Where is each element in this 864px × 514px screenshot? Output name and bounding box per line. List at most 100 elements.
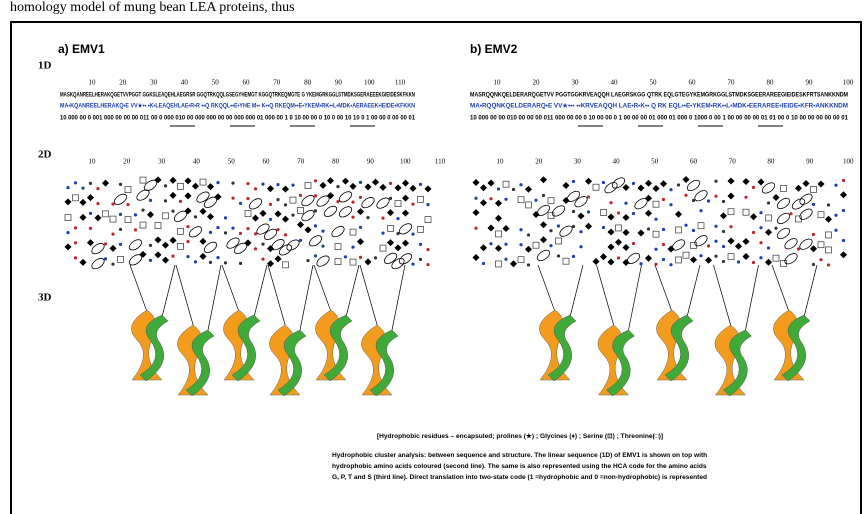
residue <box>654 248 657 251</box>
square <box>533 242 539 248</box>
ruler-tick: 50 <box>212 79 220 87</box>
diamond <box>480 244 487 251</box>
square <box>118 256 124 262</box>
header-text: homology model of mung bean LEA proteins… <box>10 0 295 15</box>
diamond <box>244 239 251 246</box>
square <box>125 217 131 223</box>
hca-tick: 50 <box>651 158 659 166</box>
diamond <box>622 214 629 221</box>
cluster <box>558 224 574 239</box>
cluster <box>300 208 316 223</box>
square <box>425 217 431 223</box>
diamond <box>192 183 199 190</box>
residue <box>224 216 227 219</box>
residue <box>519 183 522 186</box>
residue <box>707 199 710 202</box>
square <box>178 228 184 234</box>
diamond <box>577 212 584 219</box>
residue <box>707 244 710 247</box>
residue <box>381 232 384 235</box>
diamond <box>379 184 386 191</box>
diamond <box>357 208 364 215</box>
residue <box>209 231 212 234</box>
diamond <box>267 245 274 252</box>
residue <box>549 229 552 232</box>
hca-tick: 100 <box>400 158 411 166</box>
residue <box>774 227 777 230</box>
caption-line: hydrophobic amino acids coloured (second… <box>332 463 707 470</box>
square <box>676 257 682 263</box>
residue <box>336 185 339 188</box>
diamond <box>87 194 94 201</box>
diamond <box>139 251 146 258</box>
diamond <box>327 177 334 184</box>
diamond <box>472 254 479 261</box>
residue <box>759 211 762 214</box>
residue <box>662 243 665 246</box>
square <box>350 229 356 235</box>
diamond <box>319 182 326 189</box>
ruler-tick: 90 <box>806 79 814 87</box>
square <box>826 232 832 238</box>
diamond <box>79 199 86 206</box>
cluster <box>693 188 709 203</box>
diamond <box>585 223 592 230</box>
residue <box>111 233 114 236</box>
residue <box>639 262 642 265</box>
cluster <box>550 204 566 219</box>
ruler-tick: 50 <box>650 79 658 87</box>
diamond <box>199 208 206 215</box>
diamond <box>750 213 757 220</box>
hca-tick: 60 <box>690 158 698 166</box>
panel-label: a) EMV1 <box>58 42 105 56</box>
residue <box>827 203 830 206</box>
residue <box>714 240 717 243</box>
diamond <box>645 195 652 202</box>
connector <box>597 265 617 335</box>
residue <box>344 255 347 258</box>
residue <box>519 228 522 231</box>
hca-tick: 80 <box>332 158 340 166</box>
residue <box>549 244 552 247</box>
residue <box>587 195 590 198</box>
residue <box>66 231 69 234</box>
square <box>653 201 659 207</box>
diamond <box>562 197 569 204</box>
ruler-tick: 30 <box>150 79 158 87</box>
ruler-tick: 20 <box>533 79 541 87</box>
diamond <box>592 258 599 265</box>
residue <box>752 231 755 234</box>
diamond <box>184 207 191 214</box>
residue <box>179 200 182 203</box>
residue <box>842 209 845 212</box>
cluster <box>315 254 331 269</box>
residue <box>474 197 477 200</box>
ruler-tick: 110 <box>395 79 406 87</box>
diamond <box>364 183 371 190</box>
hca-tick: 30 <box>574 158 582 166</box>
diamond <box>402 210 409 217</box>
square <box>766 215 772 221</box>
residue <box>74 256 77 259</box>
diamond <box>525 246 532 253</box>
cluster <box>337 190 353 205</box>
hca-tick: 70 <box>297 158 305 166</box>
diamond <box>169 237 176 244</box>
square <box>140 222 146 228</box>
residue <box>842 239 845 242</box>
residue <box>572 210 575 213</box>
diamond <box>387 209 394 216</box>
residue <box>231 182 234 185</box>
diamond <box>757 178 764 185</box>
ruler-tick: 100 <box>843 79 854 87</box>
cluster <box>247 197 263 212</box>
ruler-tick: 10 <box>89 79 97 87</box>
residue <box>396 217 399 220</box>
residue <box>419 183 422 186</box>
cluster <box>775 226 791 241</box>
connector <box>744 265 759 340</box>
ruler-tick: 70 <box>728 79 736 87</box>
residue <box>722 245 725 248</box>
diamond <box>817 180 824 187</box>
residue <box>96 202 99 205</box>
